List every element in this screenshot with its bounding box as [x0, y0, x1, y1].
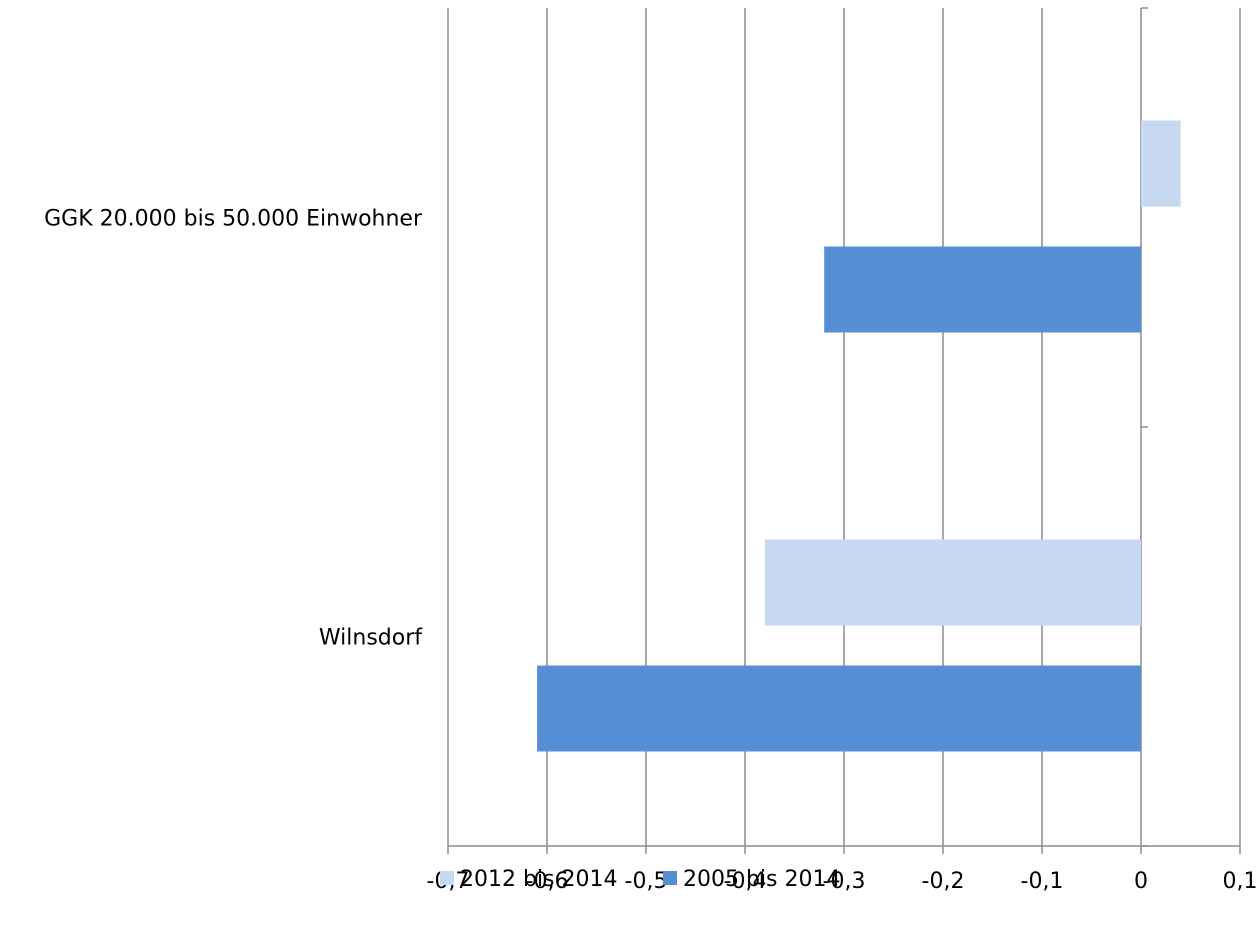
legend-swatch [440, 871, 454, 885]
category-label: GGK 20.000 bis 50.000 Einwohner [44, 207, 423, 232]
x-tick-label: -0,1 [1021, 869, 1064, 894]
bar-2005-2014-0 [824, 246, 1141, 333]
x-tick-label: 0,1 [1223, 869, 1258, 894]
legend-label: 2005 bis 2014 [683, 867, 841, 892]
x-tick-label: -0,4 [724, 869, 767, 894]
bar-2012-2014-1 [764, 539, 1141, 626]
legend-swatch [663, 871, 677, 885]
x-tick-labels: -0,7-0,6-0,5-0,4-0,3-0,2-0,100,1 [427, 869, 1258, 894]
x-tick-label: -0,3 [823, 869, 866, 894]
x-tick-label: 0 [1134, 869, 1148, 894]
category-label: Wilnsdorf [319, 626, 423, 651]
gridlines [447, 8, 1241, 846]
legend: 2012 bis 2014 2005 bis 2014 [440, 867, 841, 892]
legend-label: 2012 bis 2014 [460, 867, 618, 892]
bar-2012-2014-0 [1141, 120, 1181, 207]
bars [537, 120, 1181, 752]
x-tick-label: -0,2 [922, 869, 965, 894]
bar-2005-2014-1 [537, 665, 1141, 752]
x-tick-label: -0,5 [625, 869, 668, 894]
x-tick-label: -0,6 [526, 869, 569, 894]
category-labels: GGK 20.000 bis 50.000 Einwohner Wilnsdorf [44, 207, 423, 651]
